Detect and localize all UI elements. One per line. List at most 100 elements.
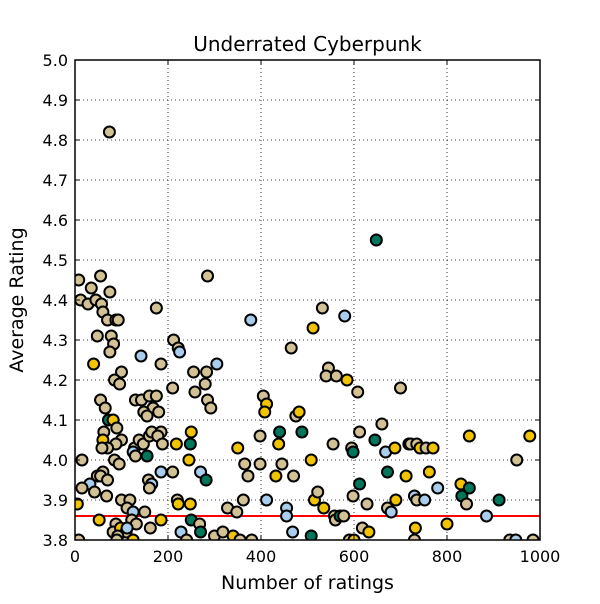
data-point [171,497,185,511]
data-point [198,377,212,391]
data-point [188,385,202,399]
data-point [510,453,524,467]
data-point [194,525,208,539]
data-point [184,425,198,439]
data-point [418,493,432,507]
data-point [338,309,352,323]
data-point [460,497,474,511]
y-tick-label: 4.6 [43,211,68,230]
data-point [110,421,124,435]
data-point [112,457,126,471]
data-point [408,521,422,535]
data-point [311,485,325,499]
data-point [75,533,86,540]
data-point [273,425,287,439]
x-axis-label: Number of ratings [221,572,394,594]
data-point [113,377,127,391]
data-point [230,505,244,519]
y-tick-label: 4.8 [43,131,68,150]
data-point [182,453,196,467]
x-tick-label: 400 [246,547,277,566]
data-point [380,465,394,479]
y-tick-label: 4.0 [43,451,68,470]
data-point [103,345,117,359]
data-point [200,365,214,379]
data-point [128,449,142,463]
data-point [100,489,114,503]
data-point [95,441,109,455]
data-point [152,405,166,419]
data-point [75,497,84,511]
data-point [110,533,124,540]
y-tick-label: 4.4 [43,291,68,310]
data-point [138,505,152,519]
y-tick-label: 4.2 [43,371,68,390]
data-point [280,509,294,523]
data-point [292,405,306,419]
data-point [102,125,116,139]
data-point [115,365,128,379]
data-point [187,365,201,379]
data-point [238,457,252,471]
y-axis-label: Average Rating [6,227,28,372]
data-point [462,481,476,495]
data-point [394,381,407,395]
data-point [233,533,247,540]
data-point [75,273,86,287]
data-point [103,285,117,299]
data-point [315,301,329,315]
data-point [143,521,157,535]
data-point [304,529,318,540]
data-point [199,473,213,487]
data-point [180,533,194,540]
data-point [183,497,197,511]
data-point [286,525,300,539]
data-point [353,425,367,439]
data-point [480,509,494,523]
data-point [154,465,168,479]
data-point [272,437,286,451]
y-tick-label: 3.9 [43,491,68,510]
data-point [509,533,523,540]
y-tick-label: 3.8 [43,531,68,550]
data-point [87,357,101,371]
data-point [346,489,360,503]
data-point [351,385,365,399]
data-point [407,533,421,540]
data-point [360,497,374,511]
data-point [269,469,283,483]
data-point [236,493,250,507]
data-point [155,437,169,451]
data-point [258,405,272,419]
data-point [369,233,383,247]
y-tick-label: 4.7 [43,171,68,190]
data-point [88,485,102,499]
data-point [142,481,156,495]
data-point [431,481,445,495]
data-point [284,341,298,355]
data-point [183,437,197,451]
data-point [75,481,89,495]
y-tick-label: 4.1 [43,411,68,430]
data-point [140,449,154,463]
data-point [362,525,376,539]
data-point [126,533,140,540]
y-tick-label: 4.9 [43,91,68,110]
data-point [304,453,318,467]
data-point [253,429,267,443]
data-point [384,505,398,519]
data-point [244,313,258,327]
data-point [368,433,382,447]
data-point [326,437,340,451]
y-tick-label: 4.5 [43,251,68,270]
y-tick-label: 4.3 [43,331,68,350]
data-point [166,465,180,479]
data-point [154,357,168,371]
data-point [287,469,301,483]
data-point [245,533,259,540]
data-point [275,457,289,471]
x-tick-label: 200 [153,547,184,566]
data-point [140,409,154,423]
data-point [210,357,224,371]
